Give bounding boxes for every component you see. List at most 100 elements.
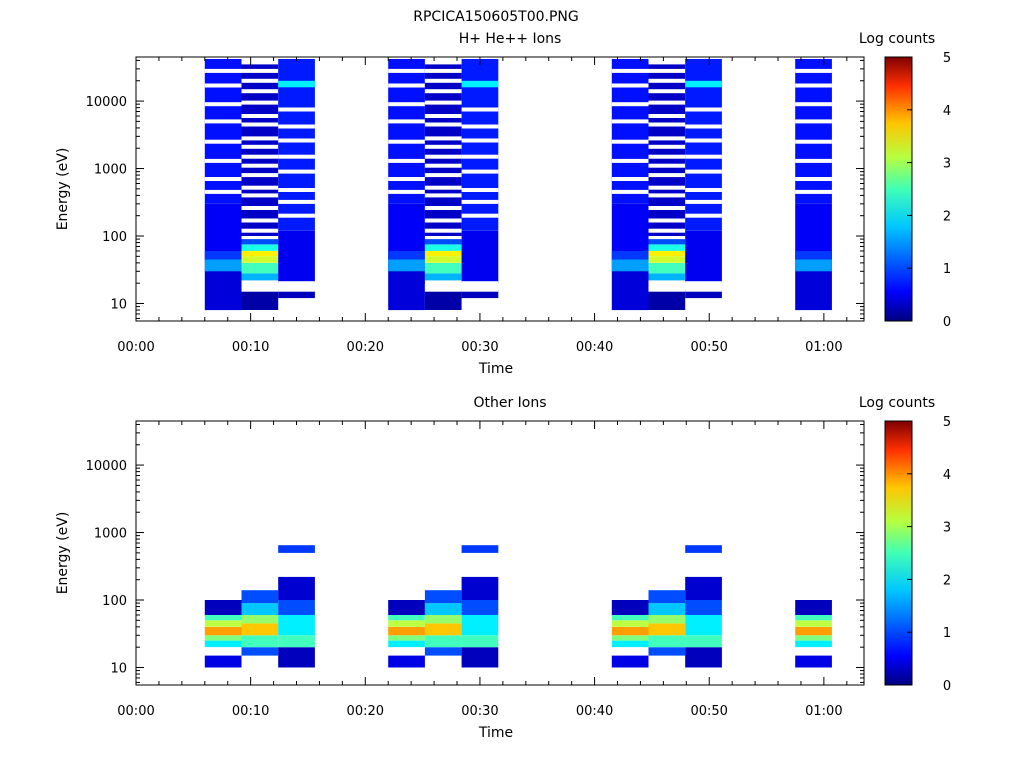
- heatmap-cell: [204, 640, 242, 648]
- empty-bin: [424, 154, 462, 159]
- heatmap-cell: [611, 251, 649, 260]
- x-tick-label: 01:00: [805, 340, 842, 355]
- empty-bin: [648, 163, 686, 168]
- empty-bin: [241, 89, 279, 94]
- x-tick-label: 00:00: [117, 704, 154, 719]
- heatmap-cell: [685, 80, 722, 88]
- empty-bin: [795, 177, 832, 181]
- heatmap-cell: [241, 239, 279, 245]
- heatmap-cell: [611, 655, 649, 668]
- empty-bin: [204, 139, 242, 144]
- heatmap-cell: [424, 244, 462, 251]
- panel-1: 00:00 00:10 00:20 00:30 00:40 00:50 01:0010100…: [55, 31, 951, 377]
- empty-bin: [685, 188, 722, 192]
- empty-bin: [388, 189, 425, 194]
- empty-bin: [241, 228, 279, 233]
- heatmap-cell: [611, 635, 649, 641]
- empty-bin: [424, 89, 462, 94]
- heatmap-cell: [795, 259, 832, 272]
- heatmap-cell: [278, 635, 315, 648]
- y-tick-label: 10: [110, 661, 127, 676]
- heatmap-cell: [648, 603, 686, 615]
- empty-bin: [611, 102, 649, 107]
- heatmap-cell: [648, 635, 686, 648]
- heatmap-cell: [424, 262, 462, 274]
- heatmap-cell: [241, 289, 279, 310]
- heatmap-cell: [648, 244, 686, 251]
- empty-bin: [648, 144, 686, 149]
- heatmap-cell: [795, 626, 832, 636]
- heatmap-cell: [685, 600, 722, 615]
- empty-bin: [278, 154, 315, 159]
- empty-bin: [424, 163, 462, 168]
- heatmap-cell: [388, 635, 425, 641]
- colorbar-tick-label: 2: [943, 573, 951, 588]
- heatmap-cell: [461, 289, 499, 299]
- heatmap-cell: [685, 576, 722, 600]
- empty-bin: [388, 177, 425, 181]
- empty-bin: [424, 144, 462, 149]
- empty-bin: [278, 107, 315, 112]
- empty-bin: [685, 169, 722, 174]
- heatmap-cell: [461, 576, 499, 600]
- heatmap-cell: [461, 615, 499, 636]
- heatmap-cell: [278, 615, 315, 636]
- heatmap-cell: [424, 603, 462, 615]
- heatmap-cell: [388, 251, 425, 260]
- empty-bin: [795, 102, 832, 107]
- heatmap-cell: [795, 600, 832, 615]
- empty-bin: [611, 189, 649, 194]
- colorbar-tick-label: 0: [943, 315, 951, 330]
- empty-bin: [648, 193, 686, 198]
- empty-bin: [795, 158, 832, 163]
- empty-bin: [204, 83, 242, 88]
- empty-bin: [685, 138, 722, 143]
- y-tick-label: 1000: [94, 527, 127, 542]
- y-tick-label: 1000: [94, 163, 127, 178]
- heatmap-cell: [241, 590, 279, 604]
- heatmap-cell: [241, 251, 279, 257]
- empty-bin: [685, 287, 722, 292]
- heatmap-cell: [241, 635, 279, 648]
- empty-bin: [241, 136, 279, 141]
- colorbar-tick-label: 5: [943, 51, 951, 66]
- heatmap-cell: [795, 251, 832, 260]
- empty-bin: [461, 199, 499, 204]
- empty-bin: [241, 193, 279, 198]
- heatmap-cell: [204, 635, 242, 641]
- colorbar-label: Log counts: [859, 395, 935, 411]
- empty-bin: [241, 163, 279, 168]
- colorbar-tick-label: 3: [943, 157, 951, 172]
- empty-bin: [685, 124, 722, 129]
- heatmap-cell: [685, 289, 722, 299]
- x-tick-label: 00:40: [576, 704, 613, 719]
- heatmap-cell: [611, 259, 649, 272]
- empty-bin: [648, 218, 686, 223]
- panel-title: H+ He++ Ions: [459, 31, 562, 47]
- empty-bin: [241, 206, 279, 210]
- empty-bin: [388, 158, 425, 163]
- empty-bin: [388, 83, 425, 88]
- empty-bin: [461, 188, 499, 192]
- empty-bin: [278, 287, 315, 292]
- empty-bin: [648, 173, 686, 178]
- heatmap-cell: [278, 647, 315, 668]
- empty-bin: [648, 122, 686, 127]
- heatmap-cell: [648, 262, 686, 274]
- heatmap-cell: [241, 273, 279, 281]
- empty-bin: [424, 78, 462, 83]
- empty-bin: [685, 281, 722, 286]
- empty-bin: [424, 193, 462, 198]
- heatmap-cell: [611, 615, 649, 621]
- empty-bin: [204, 189, 242, 194]
- x-tick-label: 00:20: [347, 704, 384, 719]
- heatmap-cell: [241, 244, 279, 251]
- empty-bin: [388, 68, 425, 73]
- colorbar-tick-label: 2: [943, 209, 951, 224]
- y-axis-label: Energy (eV): [55, 512, 71, 595]
- empty-bin: [241, 68, 279, 73]
- empty-bin: [648, 206, 686, 210]
- empty-bin: [461, 281, 499, 286]
- empty-bin: [648, 68, 686, 73]
- empty-bin: [424, 114, 462, 118]
